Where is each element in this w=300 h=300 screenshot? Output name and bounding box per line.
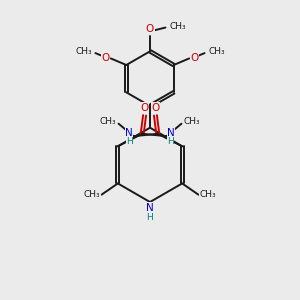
Text: H: H — [167, 137, 174, 146]
Text: O: O — [146, 24, 154, 34]
Text: O: O — [151, 103, 160, 113]
Text: CH₃: CH₃ — [169, 22, 186, 31]
Text: CH₃: CH₃ — [200, 190, 216, 199]
Text: O: O — [140, 103, 149, 113]
Text: O: O — [101, 53, 110, 63]
Text: N: N — [167, 128, 175, 138]
Text: CH₃: CH₃ — [84, 190, 101, 199]
Text: N: N — [125, 128, 133, 138]
Text: H: H — [126, 137, 133, 146]
Text: CH₃: CH₃ — [75, 47, 92, 56]
Text: CH₃: CH₃ — [100, 117, 116, 126]
Text: CH₃: CH₃ — [208, 47, 225, 56]
Text: O: O — [190, 53, 199, 63]
Text: H: H — [147, 213, 153, 222]
Text: N: N — [146, 202, 154, 213]
Text: CH₃: CH₃ — [184, 117, 200, 126]
